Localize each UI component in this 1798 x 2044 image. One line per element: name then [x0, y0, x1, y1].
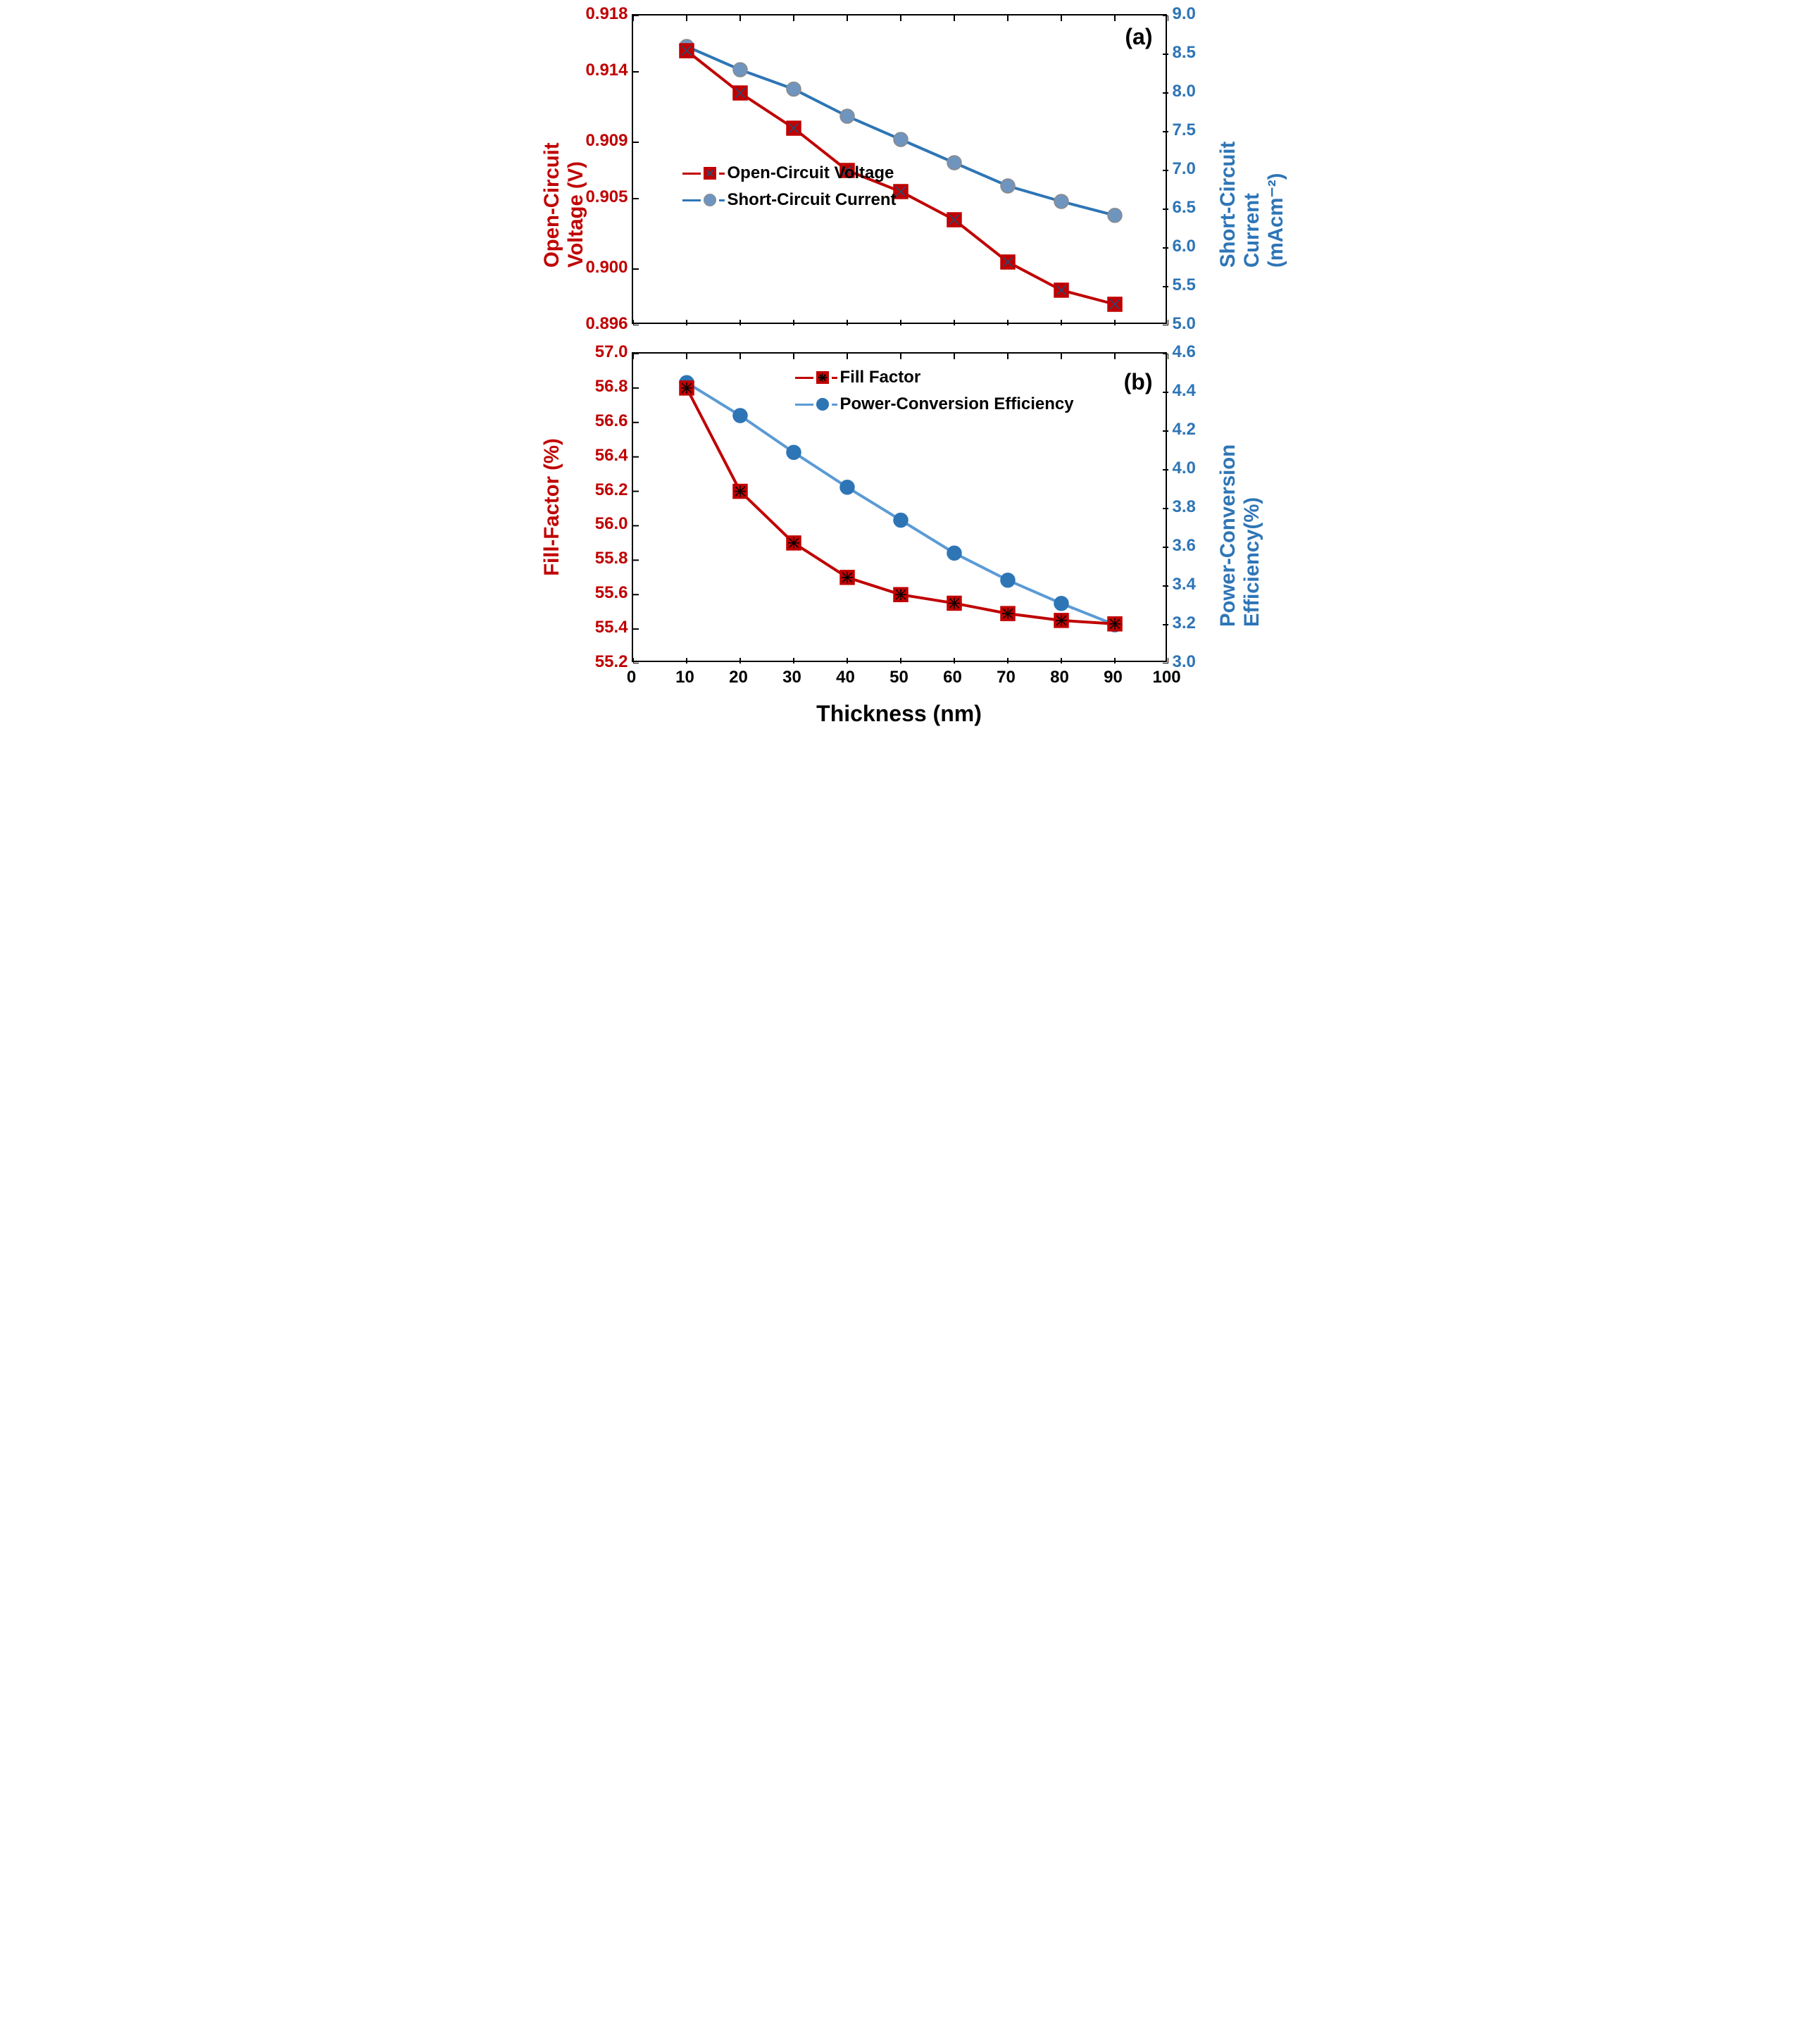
y-tick-label: 56.2 [582, 480, 628, 500]
panel-a-tag: (a) [1125, 24, 1152, 50]
legend-label: Short-Circuit Current [728, 190, 897, 210]
y-tick-label: 7.0 [1173, 159, 1196, 179]
y-tick-label: 9.0 [1173, 4, 1196, 24]
y-tick-label: 5.5 [1173, 275, 1196, 295]
x-tick-label: 10 [671, 668, 699, 687]
legend-label: Fill Factor [840, 368, 921, 387]
y-tick-label: 5.0 [1173, 314, 1196, 334]
x-tick-label: 100 [1153, 668, 1181, 687]
panel-b-right-axis-label: Power-Conversion Efficiency(%) [1216, 387, 1264, 627]
y-tick-label: 0.896 [582, 314, 628, 334]
y-tick-label: 4.2 [1173, 420, 1196, 440]
x-tick-label: 20 [725, 668, 753, 687]
y-tick-label: 7.5 [1173, 120, 1196, 140]
panel-b-legend: Fill Factor Power-Conversion Efficiency [795, 368, 1074, 421]
y-tick-label: 56.8 [582, 377, 628, 397]
y-tick-label: 56.6 [582, 411, 628, 431]
y-tick-label: 4.6 [1173, 342, 1196, 362]
x-tick-label: 50 [885, 668, 913, 687]
y-tick-label: 55.6 [582, 583, 628, 603]
y-tick-label: 6.0 [1173, 237, 1196, 256]
y-tick-label: 0.905 [582, 187, 628, 207]
y-tick-label: 56.0 [582, 514, 628, 534]
legend-item: Short-Circuit Current [682, 190, 897, 210]
y-tick-label: 3.8 [1173, 497, 1196, 517]
x-tick-label: 80 [1046, 668, 1074, 687]
legend-item: Power-Conversion Efficiency [795, 394, 1074, 414]
y-tick-label: 3.4 [1173, 575, 1196, 594]
legend-label: Power-Conversion Efficiency [840, 394, 1074, 414]
chart-root: Open-Circuit Voltage (V) 0.8960.9000.905… [547, 14, 1251, 747]
y-tick-label: 3.2 [1173, 613, 1196, 633]
panel-a-right-axis-label: Short-Circuit Current (mAcm⁻²) [1216, 99, 1288, 268]
panel-a: (a) Open-Circuit Voltage Short-Circuit Cu… [632, 14, 1167, 324]
y-tick-label: 56.4 [582, 446, 628, 466]
y-tick-label: 0.909 [582, 131, 628, 151]
y-tick-label: 55.8 [582, 549, 628, 568]
x-tick-label: 70 [992, 668, 1020, 687]
x-tick-label: 60 [939, 668, 967, 687]
x-tick-label: 30 [778, 668, 806, 687]
panel-a-left-axis-label: Open-Circuit Voltage (V) [540, 99, 588, 268]
y-tick-label: 0.918 [582, 4, 628, 24]
y-tick-label: 3.6 [1173, 536, 1196, 556]
y-tick-label: 8.5 [1173, 43, 1196, 63]
y-tick-label: 0.900 [582, 258, 628, 278]
panel-b-left-axis-label: Fill-Factor (%) [540, 438, 564, 576]
panel-a-legend: Open-Circuit Voltage Short-Circuit Curren… [682, 163, 897, 217]
y-tick-label: 8.0 [1173, 82, 1196, 101]
y-tick-label: 4.4 [1173, 381, 1196, 401]
y-tick-label: 4.0 [1173, 459, 1196, 478]
legend-item: Open-Circuit Voltage [682, 163, 897, 183]
legend-label: Open-Circuit Voltage [728, 163, 894, 183]
panel-b-tag: (b) [1124, 369, 1153, 395]
x-tick-label: 90 [1099, 668, 1128, 687]
x-tick-label: 0 [618, 668, 646, 687]
y-tick-label: 57.0 [582, 342, 628, 362]
y-tick-label: 0.914 [582, 61, 628, 80]
legend-item: Fill Factor [795, 368, 1074, 387]
panel-b: (b) Fill Factor Power-Conversion Efficien… [632, 352, 1167, 662]
x-axis-label: Thickness (nm) [632, 701, 1167, 727]
x-tick-label: 40 [832, 668, 860, 687]
y-tick-label: 55.4 [582, 618, 628, 637]
y-tick-label: 6.5 [1173, 198, 1196, 218]
